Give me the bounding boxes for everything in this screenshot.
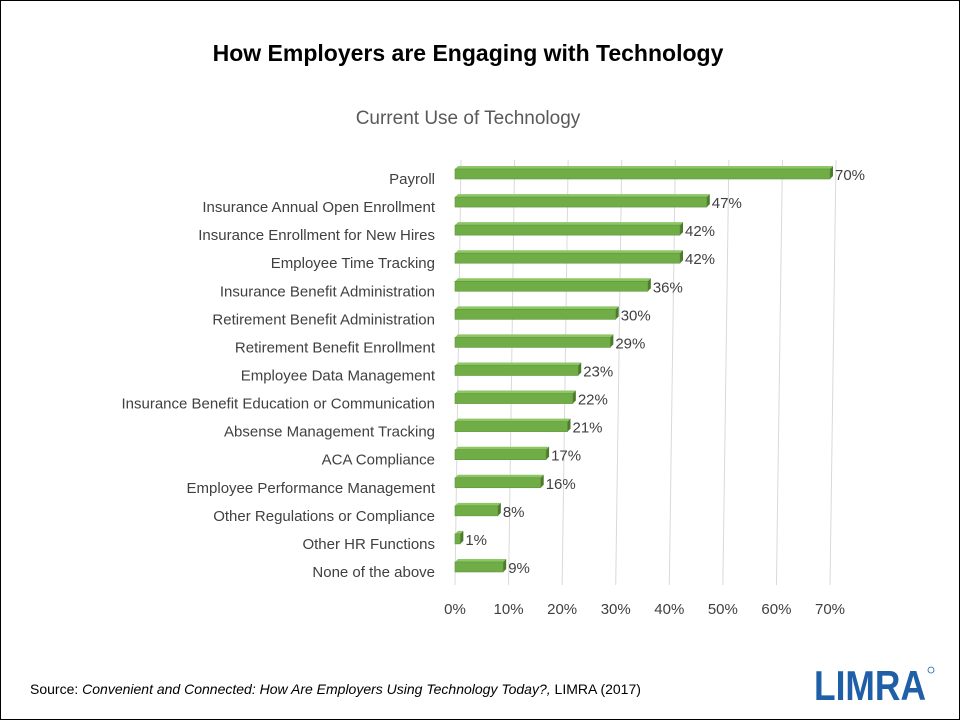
registered-mark-icon: [927, 666, 935, 674]
bar-top-face: [455, 194, 710, 198]
data-label: 16%: [546, 476, 576, 493]
source-title: Convenient and Connected: How Are Employ…: [82, 681, 551, 697]
x-tick-label: 50%: [708, 601, 738, 618]
bar-side-face: [680, 222, 683, 236]
bar-top-face: [455, 474, 544, 478]
bar-side-face: [567, 418, 571, 432]
bar-side-face: [546, 446, 550, 460]
bar-top-face: [455, 390, 576, 394]
bar-top-face: [455, 278, 651, 282]
page-title: How Employers are Engaging with Technolo…: [212, 40, 724, 66]
x-tick-label: 0%: [444, 601, 466, 618]
bar: [454, 505, 499, 517]
bar: [454, 365, 579, 376]
category-label: Retirement Benefit Enrollment: [235, 339, 436, 356]
bar-top-face: [455, 502, 501, 506]
bar-side-face: [572, 390, 576, 404]
bar-top-face: [455, 166, 833, 169]
bar-side-face: [647, 278, 651, 292]
source-prefix: Source:: [30, 681, 83, 697]
bar: [454, 449, 547, 461]
bar: [454, 393, 574, 404]
bar-top-face: [455, 306, 619, 310]
bar-top-face: [455, 558, 507, 562]
bar-side-face: [615, 306, 619, 320]
x-tick-label: 60%: [761, 601, 791, 618]
x-tick-label: 30%: [601, 601, 631, 618]
source-note: Source: Convenient and Connected: How Ar…: [30, 681, 641, 697]
bar-top-face: [455, 222, 683, 226]
bar-side-face: [540, 474, 544, 488]
bar: [454, 337, 611, 348]
bar: [454, 421, 568, 432]
chart-title: Current Use of Technology: [355, 108, 581, 129]
bar-side-face: [503, 558, 507, 572]
bar: [454, 561, 504, 573]
bar-top-face: [455, 418, 571, 422]
x-tick-label: 20%: [547, 601, 577, 618]
gridline: [775, 159, 783, 586]
source-suffix: LIMRA (2017): [550, 681, 641, 697]
category-label: Absense Management Tracking: [224, 424, 435, 441]
bar: [454, 533, 461, 545]
bar-side-face: [578, 362, 582, 376]
gridline: [722, 159, 730, 586]
data-label: 1%: [465, 532, 487, 549]
data-label: 47%: [712, 195, 742, 212]
bar: [454, 168, 831, 180]
category-label: None of the above: [312, 564, 435, 581]
data-label: 29%: [615, 335, 645, 352]
data-label: 70%: [835, 167, 865, 184]
limra-logo: LIMRA: [814, 662, 935, 708]
bar-chart: 0% 10% 20% 30% 40% 50% 60% 70% Payroll 70% Insuran…: [121, 159, 865, 618]
category-label: Other Regulations or Compliance: [213, 508, 435, 525]
x-tick-label: 70%: [815, 601, 845, 618]
bar-side-face: [497, 502, 501, 516]
bar-top-face: [455, 530, 464, 534]
gridline: [829, 159, 837, 586]
bar: [454, 309, 617, 320]
bar: [454, 196, 708, 208]
data-label: 30%: [621, 307, 651, 324]
data-label: 17%: [551, 448, 581, 465]
data-label: 22%: [578, 392, 608, 409]
category-label: Insurance Benefit Education or Communica…: [121, 396, 435, 413]
data-label: 42%: [685, 251, 715, 268]
category-label: Retirement Benefit Administration: [212, 311, 435, 328]
bar-side-face: [610, 334, 614, 348]
category-label: Other HR Functions: [302, 536, 435, 553]
category-label: Insurance Benefit Administration: [220, 283, 435, 300]
data-label: 8%: [503, 504, 525, 521]
category-label: Insurance Enrollment for New Hires: [198, 227, 435, 244]
bar: [454, 280, 649, 292]
bar-top-face: [455, 250, 683, 254]
bar-side-face: [706, 194, 710, 208]
bar: [454, 477, 542, 489]
category-label: Employee Performance Management: [187, 480, 436, 497]
bar-top-face: [455, 362, 582, 366]
bar-side-face: [680, 250, 683, 264]
category-label: Insurance Annual Open Enrollment: [202, 199, 435, 216]
bar: [454, 224, 681, 236]
category-label: ACA Compliance: [322, 452, 435, 469]
data-label: 36%: [653, 279, 683, 296]
bar-top-face: [455, 334, 614, 338]
category-label: Employee Data Management: [241, 367, 436, 384]
category-label: Employee Time Tracking: [271, 255, 435, 272]
data-label: 23%: [583, 363, 613, 380]
bar-side-face: [830, 166, 833, 179]
category-label: Payroll: [389, 171, 435, 188]
data-label: 9%: [508, 560, 530, 577]
x-tick-label: 40%: [654, 601, 684, 618]
bar: [454, 252, 681, 264]
bar-side-face: [460, 530, 464, 544]
data-label: 42%: [685, 223, 715, 240]
bar-top-face: [455, 446, 550, 450]
limra-logo-text: LIMRA: [814, 662, 926, 708]
x-tick-label: 10%: [494, 601, 524, 618]
data-label: 21%: [573, 420, 603, 437]
